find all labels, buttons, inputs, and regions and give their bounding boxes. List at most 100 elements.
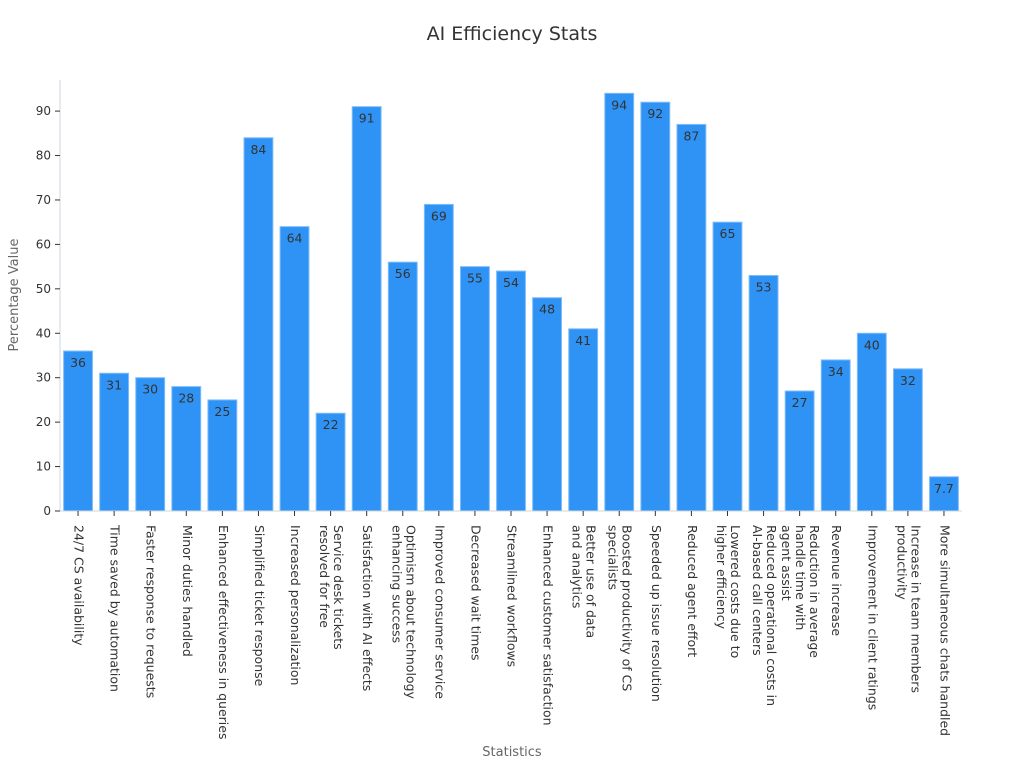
bar-value-label: 30 [142,382,158,397]
bar-value-label: 94 [611,97,627,112]
x-tick-label-line: More simultaneous chats handled [937,525,952,736]
bar-value-label: 56 [395,266,411,281]
y-tick-label: 80 [36,149,51,163]
x-tick-label-line: Reduced operational costs in [764,525,779,706]
y-tick-label: 0 [43,504,51,518]
x-tick-label-line: agent assist [779,525,794,601]
x-axis: 24/7 CS availability Time saved by automa… [60,510,962,739]
bar-value-label: 22 [323,417,339,432]
x-tick-label: Enhanced effectiveness in queries [216,525,231,739]
x-tick-label-line: Lowered costs due to [728,525,743,658]
bar [532,297,563,512]
x-tick-label-line: Minor duties handled [180,525,195,657]
bar [99,372,130,512]
bar-value-label: 36 [70,355,86,370]
bar-value-label: 84 [250,142,266,157]
x-tick-label-line: Reduced agent effort [685,525,700,657]
bar [856,332,887,512]
x-tick-label-line: Enhanced effectiveness in queries [216,525,231,739]
x-tick-label: 24/7 CS availability [72,525,87,646]
x-tick-label: More simultaneous chats handled [937,525,952,736]
x-tick-label-line: Increased personalization [288,525,303,685]
bar-value-label: 65 [720,226,736,241]
y-tick-label: 30 [36,371,51,385]
bar [135,377,166,512]
bar-value-label: 54 [503,275,519,290]
x-tick-label-line: Optimism about technology [403,525,418,700]
bar [351,106,382,512]
x-tick-label-line: higher efficiency [714,525,729,630]
bars-group: 36 31 30 28 25 84 64 22 91 56 69 55 54 48 41 94 92 87 65 53… [63,92,959,512]
x-tick-label-line: resolved for free [317,525,332,628]
bar-value-label: 69 [431,208,447,223]
x-tick-label-line: Better use of data [584,525,599,638]
x-tick-label: Simplified ticket response [252,525,267,687]
x-tick-label: Minor duties handled [180,525,195,657]
bar [496,270,526,512]
bar [459,266,490,512]
x-tick-label: Improved consumer service [432,525,447,699]
x-tick-label-line: enhancing success [389,525,404,643]
x-tick-label-line: Time saved by automation [108,524,123,692]
bar-value-label: 87 [683,128,699,143]
x-tick-label-line: Simplified ticket response [252,525,267,687]
bar-value-label: 55 [467,271,483,286]
x-tick-label: Faster response to requests [144,525,159,698]
bar-value-label: 28 [178,391,194,406]
bar [640,101,671,512]
x-tick-label-line: Faster response to requests [144,525,159,698]
x-tick-label: Improvement in client ratings [865,525,880,710]
bar [820,359,851,512]
x-tick-label-line: Improvement in client ratings [865,525,880,710]
chart-title: AI Efficiency Stats [427,23,598,45]
bar [748,275,779,512]
x-tick-label-line: Increase in team members [908,525,923,693]
bar [676,123,707,512]
bar [929,476,959,512]
bar [315,412,346,512]
bar [423,203,454,512]
y-tick-label: 90 [36,104,51,118]
x-tick-label: Increased personalization [288,525,303,685]
x-tick-label-line: Revenue increase [829,525,844,636]
x-tick-label-line: Improved consumer service [432,525,447,699]
bar-value-label: 91 [359,111,375,126]
bar-value-label: 31 [106,377,122,392]
x-tick-label-line: Decreased wait times [468,525,483,661]
bar-value-label: 64 [287,231,303,246]
y-tick-label: 40 [36,326,51,340]
y-axis: 0 10 20 30 40 50 60 70 80 90 [36,80,61,518]
bar [63,350,93,512]
x-tick-label: Speeded up issue resolution [649,525,664,702]
bar [387,261,418,512]
x-tick-label-line: productivity [894,525,909,600]
x-tick-label-line: Enhanced customer satisfaction [541,525,556,726]
y-tick-label: 20 [36,415,51,429]
x-tick-label-line: and analytics [570,525,585,608]
x-tick-label-line: Speeded up issue resolution [649,525,664,702]
bar [207,399,238,512]
x-tick-label-line: Reduction in average [807,525,822,658]
x-tick-label: Streamlined workflows [505,525,520,667]
y-tick-label: 60 [36,237,51,251]
x-tick-label-line: Boosted productivity of CS [620,525,635,691]
y-tick-label: 10 [36,460,51,474]
y-tick-label: 50 [36,282,51,296]
x-tick-label-line: handle time with [793,525,808,630]
bar [712,221,743,512]
bar-value-label: 48 [539,302,555,317]
x-tick-label: Satisfaction with AI effects [360,525,375,691]
bar [243,137,274,512]
x-tick-label: Reduced agent effort [685,525,700,657]
x-tick-label: Decreased wait times [468,525,483,661]
bar-value-label: 53 [756,280,772,295]
x-tick-label: Enhanced customer satisfaction [541,525,556,726]
